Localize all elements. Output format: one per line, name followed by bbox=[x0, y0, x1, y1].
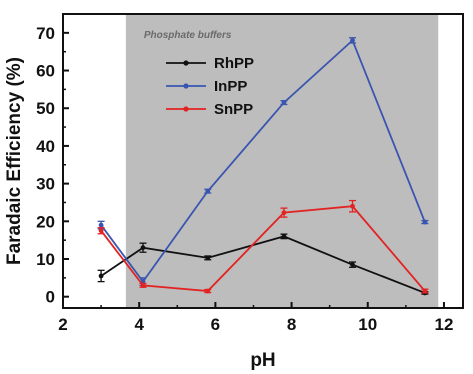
x-tick-label: 8 bbox=[287, 315, 296, 334]
y-tick-label: 40 bbox=[36, 137, 55, 156]
y-tick-label: 10 bbox=[36, 250, 55, 269]
series-line bbox=[100, 38, 426, 284]
y-tick-label: 20 bbox=[36, 212, 55, 231]
data-point bbox=[350, 262, 355, 268]
y-axis-title: Faradaic Efficiency (%) bbox=[4, 57, 25, 265]
axis-layer: 2 4 6 8 10 12 0 10 20 30 40 50 60 70 bbox=[36, 24, 453, 334]
data-point bbox=[98, 228, 104, 234]
legend-label: SnPP bbox=[214, 101, 253, 118]
y-tick-label: 60 bbox=[36, 62, 55, 81]
y-tick-label: 70 bbox=[36, 24, 55, 43]
data-point bbox=[281, 233, 287, 239]
data-point bbox=[422, 288, 428, 294]
y-tick-label: 30 bbox=[36, 175, 55, 194]
plot-frame bbox=[62, 13, 464, 309]
data-point bbox=[350, 203, 355, 209]
legend: RhPP InPP SnPP bbox=[166, 55, 254, 118]
legend-label: InPP bbox=[214, 78, 247, 95]
phosphate-buffer-region bbox=[125, 14, 439, 308]
data-point bbox=[205, 188, 211, 194]
data-point bbox=[205, 255, 211, 261]
y-tick-label: 0 bbox=[46, 288, 55, 307]
legend-label: RhPP bbox=[214, 55, 254, 72]
legend-marker bbox=[183, 106, 189, 112]
x-tick-label: 6 bbox=[211, 315, 220, 334]
phosphate-buffer-label: Phosphate buffers bbox=[144, 30, 232, 41]
data-point bbox=[98, 222, 104, 228]
data-point bbox=[281, 210, 287, 216]
series-snpp bbox=[97, 199, 429, 294]
series-line bbox=[100, 235, 426, 294]
series-rhpp bbox=[97, 233, 429, 296]
data-point bbox=[281, 100, 287, 105]
series-line bbox=[100, 205, 426, 292]
data-point bbox=[205, 288, 211, 294]
series-layer bbox=[97, 37, 429, 296]
data-point bbox=[140, 245, 146, 251]
data-point bbox=[140, 282, 146, 288]
data-point bbox=[98, 273, 104, 279]
x-axis-title: pH bbox=[250, 350, 275, 371]
x-tick-label: 10 bbox=[358, 315, 377, 334]
data-point bbox=[422, 219, 428, 225]
legend-marker bbox=[183, 83, 189, 89]
x-tick-label: 2 bbox=[58, 315, 67, 334]
x-tick-label: 4 bbox=[134, 315, 144, 334]
y-tick-label: 50 bbox=[36, 99, 55, 118]
data-point bbox=[350, 37, 355, 43]
x-tick-label: 12 bbox=[434, 315, 453, 334]
legend-marker bbox=[183, 60, 189, 66]
